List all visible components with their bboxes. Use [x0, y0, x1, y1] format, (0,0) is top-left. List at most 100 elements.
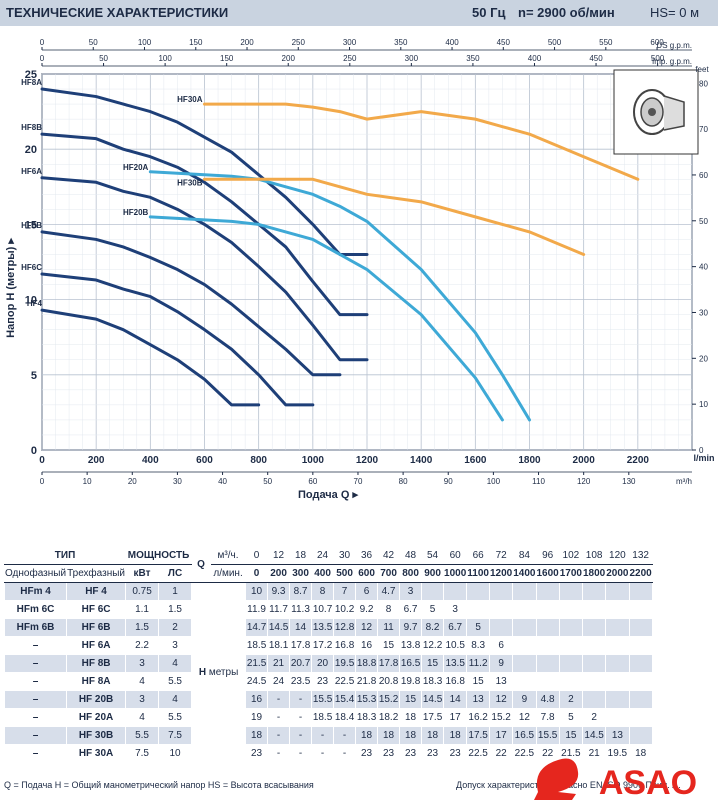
table-cell-head: 17.5: [421, 708, 445, 727]
table-cell-head: -: [289, 726, 313, 745]
curve-hf30b: [203, 177, 586, 256]
table-header-lmin-value: 0: [245, 564, 269, 583]
table-cell-head: 21.8: [355, 672, 379, 691]
table-cell-head: 18: [245, 726, 269, 745]
table-cell-head: 13: [488, 672, 514, 691]
table-cell-head: 14: [289, 618, 313, 637]
feet-tick-label: 10: [699, 400, 708, 409]
table-cell-head: 18: [377, 726, 401, 745]
series-label-hf20b: HF20B: [123, 208, 149, 217]
table-cell-head: 21: [267, 654, 291, 673]
table-header-three-phase: Трехфазный: [66, 564, 127, 583]
table-cell-single: HFm 6B: [3, 618, 68, 637]
table-cell-head: 2: [581, 708, 607, 727]
table-cell-head: 22.5: [333, 672, 357, 691]
table-cell-head: 17: [488, 726, 514, 745]
x-tick-label: 1000: [302, 455, 325, 466]
y-tick-label: 0: [31, 445, 37, 457]
imp-gpm-tick-label: 150: [220, 54, 234, 63]
us-gpm-tick-label: 350: [394, 38, 408, 47]
table-header-m3h-value: 42: [377, 546, 401, 565]
table-cell-head: 8.7: [289, 582, 313, 601]
table-cell-head: [581, 636, 607, 655]
table-cell-head: 6: [355, 582, 379, 601]
table-cell-head: 15.2: [488, 708, 514, 727]
table-cell-head: [581, 654, 607, 673]
table-header-m3h-value: 84: [512, 546, 537, 565]
table-cell-head: [558, 618, 584, 637]
x-tick-label: 2000: [573, 455, 596, 466]
table-header-m3h-value: 60: [443, 546, 468, 565]
table-header-lmin-value: 700: [377, 564, 401, 583]
table-cell-head: 12: [355, 618, 379, 637]
table-cell-three: HF 4: [66, 582, 127, 601]
table-cell-head: 15.5: [311, 690, 335, 709]
table-cell-head: [605, 618, 630, 637]
table-cell-head: 21.5: [558, 744, 584, 763]
frequency-label: 50 Гц: [472, 5, 506, 20]
table-cell-kw: 2.2: [125, 636, 160, 655]
m3h-tick-label: 60: [308, 477, 317, 486]
table-cell-head: [535, 672, 560, 691]
y-tick-label: 10: [25, 295, 37, 307]
table-cell-head: 23: [311, 672, 335, 691]
table-cell-head: 23: [421, 744, 445, 763]
table-cell-head: [581, 672, 607, 691]
table-cell-head: [581, 582, 607, 601]
table-cell-head: 15.5: [535, 726, 560, 745]
table-cell-head: [558, 600, 584, 619]
table-cell-head: 18: [421, 726, 445, 745]
table-row: – HF 30B 5.5 7.5 18- - - -18 18 18 18 18 17.5 17 16.5 1…: [3, 726, 653, 745]
table-cell-head: 19.5: [333, 654, 357, 673]
table-cell-head: [628, 600, 653, 619]
table-cell-head: [535, 582, 560, 601]
table-cell-head: 8.2: [421, 618, 445, 637]
table-cell-head: [605, 708, 630, 727]
table-cell-head: 23: [377, 744, 401, 763]
table-cell-head: 15: [421, 654, 445, 673]
table-cell-head: 11.3: [289, 600, 313, 619]
table-header-m3h-value: 12: [267, 546, 291, 565]
table-cell-head: 11.7: [267, 600, 291, 619]
feet-tick-label: 30: [699, 308, 708, 317]
series-label-hf8a: HF8A: [21, 78, 42, 87]
table-cell-head: [581, 690, 607, 709]
table-cell-head: 16: [245, 690, 269, 709]
table-header-m3h-value: 54: [421, 546, 445, 565]
table-cell-single: –: [3, 654, 68, 673]
curve-hf4: [40, 308, 261, 407]
m3h-tick-label: 40: [218, 477, 227, 486]
table-cell-head: 3: [443, 600, 468, 619]
table-row: – HF 20A 4 5.5 19- -18.5 18.4 18.3 18.2 18 17.5 17 1…: [3, 708, 653, 727]
curve-hf20b: [148, 215, 504, 422]
us-gpm-tick-label: 450: [497, 38, 511, 47]
table-cell-hp: 4: [158, 654, 193, 673]
table-cell-head: 13: [605, 726, 630, 745]
table-cell-head: [628, 654, 653, 673]
table-cell-head: 18.5: [245, 636, 269, 655]
m3h-tick-label: 20: [128, 477, 137, 486]
table-header-lmin-value: 300: [289, 564, 313, 583]
table-cell-head: 3: [399, 582, 423, 601]
table-cell-head: 16.5: [399, 654, 423, 673]
table-cell-single: –: [3, 708, 68, 727]
table-cell-head: 18: [628, 744, 653, 763]
table-cell-head: [581, 618, 607, 637]
y-tick-label: 15: [25, 219, 37, 231]
table-cell-head: [443, 582, 468, 601]
table-cell-head: [605, 654, 630, 673]
table-header-lmin-value: 1800: [581, 564, 607, 583]
m3h-tick-label: 30: [173, 477, 182, 486]
table-cell-three: HF 8A: [66, 672, 127, 691]
table-cell-head: 9.7: [399, 618, 423, 637]
us-gpm-tick-label: 150: [189, 38, 203, 47]
table-cell-three: HF 6C: [66, 600, 127, 619]
table-cell-head: [605, 636, 630, 655]
us-gpm-tick-label: 400: [445, 38, 459, 47]
footer-legend: Q = Подача H = Общий манометрический нап…: [4, 780, 314, 790]
table-cell-head: 17.8: [377, 654, 401, 673]
table-header-lmin-value: 1200: [488, 564, 514, 583]
table-cell-head: -: [267, 744, 291, 763]
table-cell-head: 19.8: [399, 672, 423, 691]
table-header-lmin-value: 500: [333, 564, 357, 583]
